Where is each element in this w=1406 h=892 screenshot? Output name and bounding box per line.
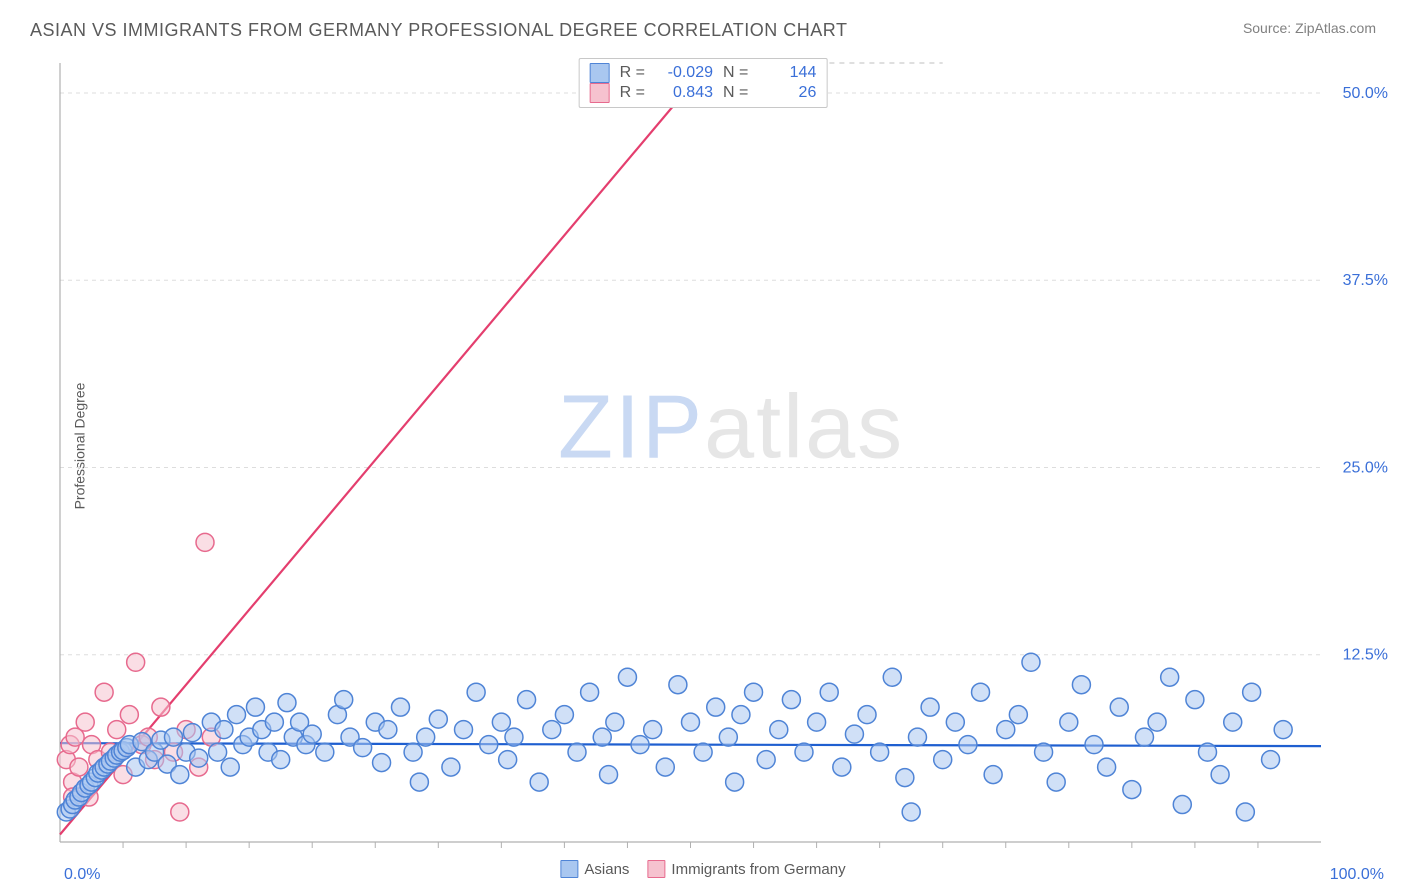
stat-n-label-2: N =: [723, 84, 748, 102]
stat-r-asians: -0.029: [655, 64, 713, 82]
stat-r-label-2: R =: [620, 84, 645, 102]
svg-text:12.5%: 12.5%: [1343, 647, 1388, 664]
legend-bottom: Asians Immigrants from Germany: [560, 860, 845, 878]
legend-asians-label: Asians: [584, 861, 629, 878]
swatch-asians: [590, 63, 610, 83]
legend-germany-label: Immigrants from Germany: [671, 861, 845, 878]
stat-r-label: R =: [620, 64, 645, 82]
scatter-chart: 12.5% 25.0% 37.5% 50.0%: [55, 55, 1396, 887]
swatch-germany: [590, 83, 610, 103]
stat-row-asians: R = -0.029 N = 144: [590, 63, 817, 83]
chart-area: 12.5% 25.0% 37.5% 50.0%: [55, 55, 1396, 887]
stat-n-label: N =: [723, 64, 748, 82]
chart-title: ASIAN VS IMMIGRANTS FROM GERMANY PROFESS…: [30, 20, 847, 41]
x-axis-max: 100.0%: [1330, 866, 1384, 884]
legend-asians: Asians: [560, 860, 629, 878]
x-axis-min: 0.0%: [64, 866, 100, 884]
svg-text:25.0%: 25.0%: [1343, 459, 1388, 476]
svg-text:50.0%: 50.0%: [1343, 85, 1388, 102]
header: ASIAN VS IMMIGRANTS FROM GERMANY PROFESS…: [0, 0, 1406, 41]
stat-n-germany: 26: [758, 84, 816, 102]
stat-n-asians: 144: [758, 64, 816, 82]
stat-row-germany: R = 0.843 N = 26: [590, 83, 817, 103]
svg-text:37.5%: 37.5%: [1343, 272, 1388, 289]
stat-legend-box: R = -0.029 N = 144 R = 0.843 N = 26: [579, 58, 828, 108]
legend-germany: Immigrants from Germany: [647, 860, 845, 878]
source-label: Source: ZipAtlas.com: [1243, 20, 1376, 36]
swatch-germany-bottom: [647, 860, 665, 878]
swatch-asians-bottom: [560, 860, 578, 878]
stat-r-germany: 0.843: [655, 84, 713, 102]
